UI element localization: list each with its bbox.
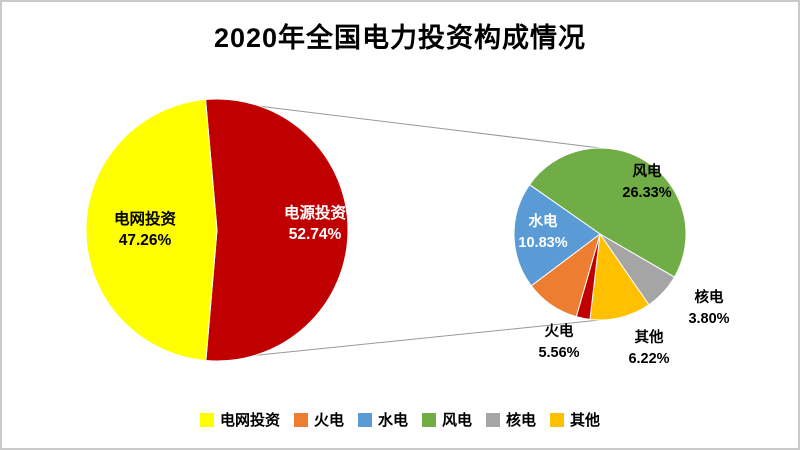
main-pie-slice-grid-investment: [85, 99, 218, 362]
secondary-pie-label-nuclear-power: 核电 3.80%: [688, 288, 729, 327]
legend-item-nuclear-power: 核电: [486, 409, 536, 430]
legend-label: 火电: [313, 412, 344, 429]
secondary-pie-label-thermal-power: 火电 5.56%: [538, 322, 579, 361]
legend-swatch-thermal-power: [293, 412, 308, 427]
legend-item-hydro-power: 水电: [357, 409, 408, 430]
chart-legend: 电网投资 火电 水电 风电 核电 其他: [2, 409, 798, 430]
connector-line-bottom: [205, 319, 601, 361]
connector-line-top: [205, 99, 601, 149]
main-pie-slice-power-source-investment: [205, 98, 349, 362]
secondary-pie-slice-other: [589, 233, 650, 321]
secondary-pie-label-hydro-power: 水电 10.83%: [518, 212, 567, 251]
secondary-pie-label-wind-power: 风电 26.33%: [622, 162, 671, 201]
legend-label: 核电: [506, 412, 537, 429]
legend-swatch-wind-power: [422, 412, 436, 427]
legend-label: 其他: [570, 412, 601, 429]
legend-swatch-other: [550, 412, 565, 427]
secondary-pie-label-other: 其他 6.22%: [628, 328, 669, 367]
legend-item-other: 其他: [550, 409, 600, 430]
main-pie-label-grid-investment: 电网投资 47.26%: [114, 209, 177, 249]
legend-swatch-grid-investment: [199, 412, 214, 427]
legend-label: 水电: [377, 412, 408, 429]
main-pie-label-power-source-investment: 电源投资 52.74%: [284, 203, 347, 243]
legend-label: 风电: [442, 412, 473, 429]
legend-item-grid-investment: 电网投资: [199, 409, 280, 430]
legend-swatch-hydro-power: [357, 412, 372, 427]
chart-title: 2020年全国电力投资构成情况: [213, 23, 587, 53]
secondary-pie-slice-wind-power: [529, 147, 687, 278]
legend-label: 电网投资: [219, 412, 280, 429]
legend-item-wind-power: 风电: [422, 409, 472, 430]
secondary-pie-slice-hydro-power: [513, 184, 601, 287]
legend-item-thermal-power: 火电: [293, 409, 344, 430]
legend-swatch-nuclear-power: [486, 412, 501, 427]
